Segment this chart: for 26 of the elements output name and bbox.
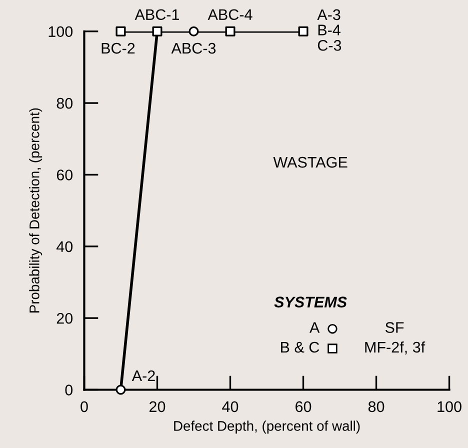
y-tick-label: 40 [56,241,73,252]
annotation: A-2 [132,370,155,382]
y-tick-label: 100 [48,26,73,38]
y-tick-label: 0 [65,384,73,396]
x-tick-label: 40 [222,401,238,412]
legend-label: B & C [281,342,320,353]
x-tick-label: 100 [438,401,462,412]
y-axis-title: Probability of Detection, (percent) [29,108,42,312]
y-tick-label: 60 [56,170,73,180]
x-axis-title: Defect Depth, (percent of wall) [174,420,360,434]
annotation: ABC-1 [134,9,179,20]
annotation: MF-2f, 3f [365,341,426,354]
legend-title: SYSTEMS [274,296,347,308]
x-tick-label: 20 [150,401,166,412]
legend-label: A [310,322,320,333]
annotation: WASTAGE [273,156,348,168]
y-tick-label: 20 [56,312,73,324]
y-tick-label: 80 [56,98,73,109]
x-tick-label: 60 [296,401,312,412]
annotation: ABC-4 [208,9,252,20]
annotation: SF [385,322,404,333]
annotation: BC-2 [102,42,135,54]
annotation: A-3 B-4 C-3 [317,9,342,51]
x-tick-label: 80 [368,401,384,412]
x-tick-label: 0 [80,401,88,412]
annotation: ABC-3 [171,42,216,54]
